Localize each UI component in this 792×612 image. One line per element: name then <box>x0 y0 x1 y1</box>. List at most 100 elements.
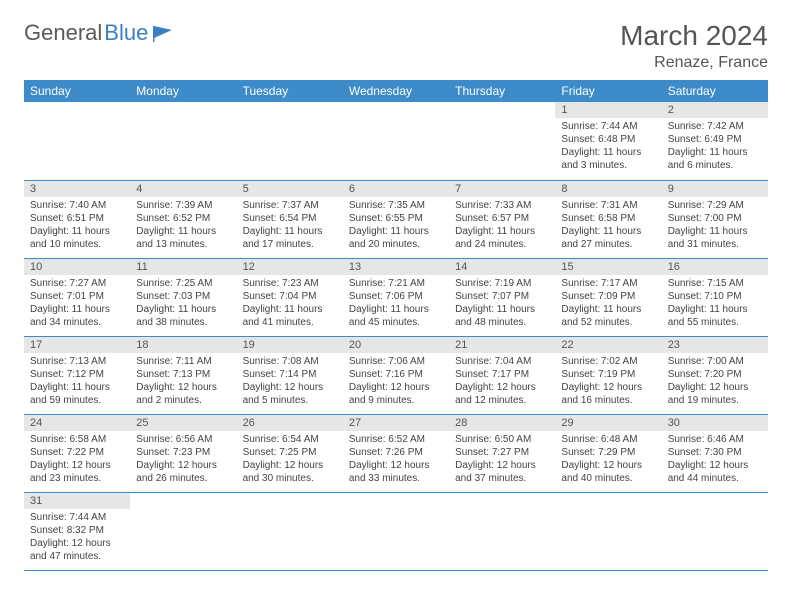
day-cell: 23Sunrise: 7:00 AMSunset: 7:20 PMDayligh… <box>662 336 768 414</box>
day-cell: 20Sunrise: 7:06 AMSunset: 7:16 PMDayligh… <box>343 336 449 414</box>
day-cell: 19Sunrise: 7:08 AMSunset: 7:14 PMDayligh… <box>237 336 343 414</box>
day-content: Sunrise: 7:11 AMSunset: 7:13 PMDaylight:… <box>130 353 236 411</box>
day-cell: 15Sunrise: 7:17 AMSunset: 7:09 PMDayligh… <box>555 258 661 336</box>
header: GeneralBlue March 2024 Renaze, France <box>24 20 768 72</box>
day-number: 17 <box>24 337 130 353</box>
day-cell <box>130 492 236 570</box>
day-content: Sunrise: 7:44 AMSunset: 8:32 PMDaylight:… <box>24 509 130 567</box>
day-number: 25 <box>130 415 236 431</box>
day-header: Thursday <box>449 80 555 102</box>
day-header: Sunday <box>24 80 130 102</box>
day-content: Sunrise: 7:39 AMSunset: 6:52 PMDaylight:… <box>130 197 236 255</box>
day-content: Sunrise: 7:02 AMSunset: 7:19 PMDaylight:… <box>555 353 661 411</box>
day-number: 23 <box>662 337 768 353</box>
day-cell: 8Sunrise: 7:31 AMSunset: 6:58 PMDaylight… <box>555 180 661 258</box>
day-content: Sunrise: 7:17 AMSunset: 7:09 PMDaylight:… <box>555 275 661 333</box>
day-number: 22 <box>555 337 661 353</box>
day-cell: 7Sunrise: 7:33 AMSunset: 6:57 PMDaylight… <box>449 180 555 258</box>
day-header: Tuesday <box>237 80 343 102</box>
day-cell <box>449 102 555 180</box>
day-cell: 25Sunrise: 6:56 AMSunset: 7:23 PMDayligh… <box>130 414 236 492</box>
day-cell: 11Sunrise: 7:25 AMSunset: 7:03 PMDayligh… <box>130 258 236 336</box>
day-content: Sunrise: 7:19 AMSunset: 7:07 PMDaylight:… <box>449 275 555 333</box>
day-number: 15 <box>555 259 661 275</box>
flag-icon <box>152 24 174 42</box>
logo-text-2: Blue <box>104 20 148 46</box>
day-content: Sunrise: 6:58 AMSunset: 7:22 PMDaylight:… <box>24 431 130 489</box>
day-cell: 6Sunrise: 7:35 AMSunset: 6:55 PMDaylight… <box>343 180 449 258</box>
day-content: Sunrise: 7:44 AMSunset: 6:48 PMDaylight:… <box>555 118 661 176</box>
day-number: 21 <box>449 337 555 353</box>
calendar-head: SundayMondayTuesdayWednesdayThursdayFrid… <box>24 80 768 102</box>
day-cell <box>237 492 343 570</box>
day-number: 5 <box>237 181 343 197</box>
day-number: 6 <box>343 181 449 197</box>
day-content: Sunrise: 7:42 AMSunset: 6:49 PMDaylight:… <box>662 118 768 176</box>
day-cell: 10Sunrise: 7:27 AMSunset: 7:01 PMDayligh… <box>24 258 130 336</box>
day-content: Sunrise: 7:21 AMSunset: 7:06 PMDaylight:… <box>343 275 449 333</box>
day-cell: 30Sunrise: 6:46 AMSunset: 7:30 PMDayligh… <box>662 414 768 492</box>
day-content: Sunrise: 7:08 AMSunset: 7:14 PMDaylight:… <box>237 353 343 411</box>
day-cell <box>555 492 661 570</box>
day-content: Sunrise: 7:13 AMSunset: 7:12 PMDaylight:… <box>24 353 130 411</box>
day-number: 27 <box>343 415 449 431</box>
title-block: March 2024 Renaze, France <box>620 20 768 72</box>
day-cell <box>24 102 130 180</box>
day-cell: 16Sunrise: 7:15 AMSunset: 7:10 PMDayligh… <box>662 258 768 336</box>
day-content: Sunrise: 7:33 AMSunset: 6:57 PMDaylight:… <box>449 197 555 255</box>
day-header: Monday <box>130 80 236 102</box>
day-number: 18 <box>130 337 236 353</box>
day-content: Sunrise: 6:54 AMSunset: 7:25 PMDaylight:… <box>237 431 343 489</box>
day-cell: 18Sunrise: 7:11 AMSunset: 7:13 PMDayligh… <box>130 336 236 414</box>
location: Renaze, France <box>620 54 768 72</box>
day-number: 31 <box>24 493 130 509</box>
calendar-body: 1Sunrise: 7:44 AMSunset: 6:48 PMDaylight… <box>24 102 768 570</box>
week-row: 17Sunrise: 7:13 AMSunset: 7:12 PMDayligh… <box>24 336 768 414</box>
day-content: Sunrise: 7:29 AMSunset: 7:00 PMDaylight:… <box>662 197 768 255</box>
day-number: 16 <box>662 259 768 275</box>
day-number: 8 <box>555 181 661 197</box>
day-cell: 1Sunrise: 7:44 AMSunset: 6:48 PMDaylight… <box>555 102 661 180</box>
day-header: Saturday <box>662 80 768 102</box>
day-content: Sunrise: 7:31 AMSunset: 6:58 PMDaylight:… <box>555 197 661 255</box>
day-number: 13 <box>343 259 449 275</box>
day-number: 9 <box>662 181 768 197</box>
calendar-table: SundayMondayTuesdayWednesdayThursdayFrid… <box>24 80 768 571</box>
week-row: 10Sunrise: 7:27 AMSunset: 7:01 PMDayligh… <box>24 258 768 336</box>
day-number: 4 <box>130 181 236 197</box>
day-number: 26 <box>237 415 343 431</box>
day-content: Sunrise: 6:56 AMSunset: 7:23 PMDaylight:… <box>130 431 236 489</box>
day-number: 12 <box>237 259 343 275</box>
logo: GeneralBlue <box>24 20 174 46</box>
day-cell: 9Sunrise: 7:29 AMSunset: 7:00 PMDaylight… <box>662 180 768 258</box>
day-content: Sunrise: 7:35 AMSunset: 6:55 PMDaylight:… <box>343 197 449 255</box>
day-number: 19 <box>237 337 343 353</box>
day-content: Sunrise: 7:23 AMSunset: 7:04 PMDaylight:… <box>237 275 343 333</box>
day-number: 20 <box>343 337 449 353</box>
day-cell: 22Sunrise: 7:02 AMSunset: 7:19 PMDayligh… <box>555 336 661 414</box>
day-cell: 5Sunrise: 7:37 AMSunset: 6:54 PMDaylight… <box>237 180 343 258</box>
day-number: 28 <box>449 415 555 431</box>
day-number: 10 <box>24 259 130 275</box>
day-cell <box>662 492 768 570</box>
day-cell: 27Sunrise: 6:52 AMSunset: 7:26 PMDayligh… <box>343 414 449 492</box>
day-cell: 13Sunrise: 7:21 AMSunset: 7:06 PMDayligh… <box>343 258 449 336</box>
day-content: Sunrise: 7:15 AMSunset: 7:10 PMDaylight:… <box>662 275 768 333</box>
day-content: Sunrise: 7:00 AMSunset: 7:20 PMDaylight:… <box>662 353 768 411</box>
day-cell <box>130 102 236 180</box>
day-header: Wednesday <box>343 80 449 102</box>
month-title: March 2024 <box>620 20 768 52</box>
day-number: 3 <box>24 181 130 197</box>
week-row: 31Sunrise: 7:44 AMSunset: 8:32 PMDayligh… <box>24 492 768 570</box>
day-cell: 2Sunrise: 7:42 AMSunset: 6:49 PMDaylight… <box>662 102 768 180</box>
day-cell <box>343 492 449 570</box>
day-cell: 17Sunrise: 7:13 AMSunset: 7:12 PMDayligh… <box>24 336 130 414</box>
day-cell <box>237 102 343 180</box>
day-cell: 4Sunrise: 7:39 AMSunset: 6:52 PMDaylight… <box>130 180 236 258</box>
day-cell: 31Sunrise: 7:44 AMSunset: 8:32 PMDayligh… <box>24 492 130 570</box>
week-row: 3Sunrise: 7:40 AMSunset: 6:51 PMDaylight… <box>24 180 768 258</box>
day-content: Sunrise: 7:37 AMSunset: 6:54 PMDaylight:… <box>237 197 343 255</box>
day-number: 2 <box>662 102 768 118</box>
day-number: 7 <box>449 181 555 197</box>
week-row: 1Sunrise: 7:44 AMSunset: 6:48 PMDaylight… <box>24 102 768 180</box>
